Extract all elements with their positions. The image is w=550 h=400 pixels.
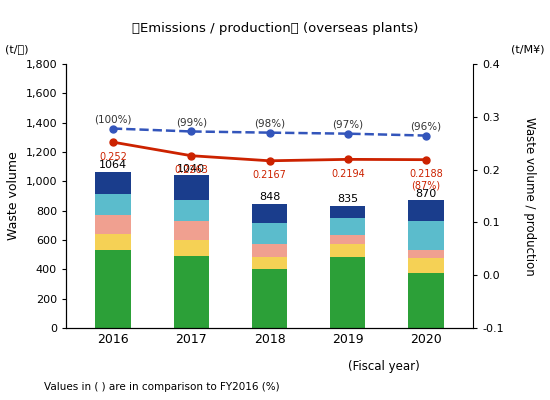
- Bar: [95, 215, 130, 234]
- Bar: [95, 172, 130, 194]
- Bar: [330, 206, 365, 218]
- Bar: [409, 200, 444, 221]
- Text: 0.2194: 0.2194: [331, 169, 365, 179]
- Bar: [174, 200, 209, 221]
- Bar: [252, 269, 287, 328]
- Text: (t/年): (t/年): [6, 44, 29, 54]
- Text: 0.252: 0.252: [99, 152, 127, 162]
- Text: 870: 870: [415, 189, 437, 199]
- Bar: [252, 224, 287, 244]
- Text: (Fiscal year): (Fiscal year): [348, 360, 419, 373]
- Text: (96%): (96%): [410, 122, 442, 132]
- Bar: [409, 272, 444, 328]
- Bar: [409, 250, 444, 258]
- Bar: [409, 221, 444, 250]
- Text: 835: 835: [337, 194, 359, 204]
- Bar: [174, 176, 209, 200]
- Y-axis label: Waste volume: Waste volume: [7, 152, 20, 240]
- Text: (99%): (99%): [175, 117, 207, 127]
- Text: 1064: 1064: [99, 160, 127, 170]
- Text: (97%): (97%): [332, 120, 364, 130]
- Text: (100%): (100%): [94, 114, 131, 124]
- Text: (t/M¥): (t/M¥): [511, 44, 544, 54]
- Bar: [330, 218, 365, 235]
- Text: 0.2263: 0.2263: [174, 165, 208, 175]
- Text: 1040: 1040: [177, 164, 205, 174]
- Bar: [330, 257, 365, 328]
- Text: 【Emissions / production】 (overseas plants): 【Emissions / production】 (overseas plant…: [132, 22, 418, 35]
- Bar: [409, 258, 444, 272]
- Y-axis label: Waste volume / production: Waste volume / production: [523, 117, 536, 275]
- Text: 0.2188
(87%): 0.2188 (87%): [409, 169, 443, 191]
- Bar: [95, 194, 130, 215]
- Bar: [174, 221, 209, 240]
- Bar: [174, 256, 209, 328]
- Bar: [95, 250, 130, 328]
- Text: (98%): (98%): [254, 118, 285, 128]
- Bar: [174, 240, 209, 256]
- Bar: [330, 244, 365, 257]
- Text: Values in ( ) are in comparison to FY2016 (%): Values in ( ) are in comparison to FY201…: [44, 382, 279, 392]
- Bar: [95, 234, 130, 250]
- Bar: [252, 204, 287, 224]
- Bar: [252, 244, 287, 256]
- Bar: [252, 256, 287, 269]
- Text: 848: 848: [259, 192, 280, 202]
- Text: 0.2167: 0.2167: [252, 170, 287, 180]
- Bar: [330, 235, 365, 244]
